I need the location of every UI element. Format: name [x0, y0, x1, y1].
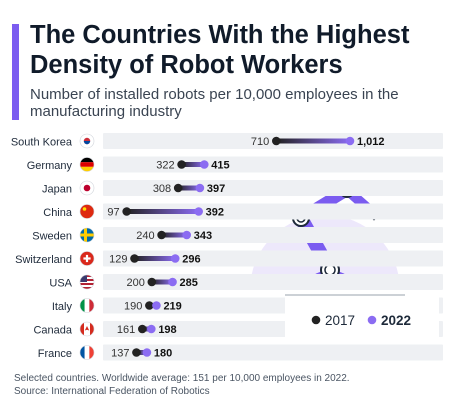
point-2022 — [182, 230, 192, 240]
point-2022 — [142, 348, 152, 357]
value-label-2017: 308 — [153, 183, 171, 195]
value-label-2022: 285 — [180, 277, 198, 289]
category-label: Switzerland — [15, 254, 72, 266]
point-2017 — [132, 348, 141, 357]
chart-row: France 137 180 — [38, 344, 443, 361]
flag-fr-icon — [80, 345, 94, 360]
value-label-2017: 97 — [107, 207, 119, 219]
chart-row: Sweden 240 343 — [32, 227, 443, 243]
value-label-2017: 322 — [156, 160, 174, 172]
category-label: China — [43, 207, 73, 219]
value-label-2022: 219 — [163, 301, 181, 313]
point-2022 — [345, 136, 355, 146]
legend-swatch-2022 — [367, 315, 377, 325]
chart-subtitle: Number of installed robots per 10,000 em… — [30, 86, 399, 120]
row-band — [103, 274, 443, 290]
flag-us-icon — [80, 275, 94, 289]
chart-row: USA 200 285 — [49, 274, 443, 290]
point-2017 — [271, 136, 281, 146]
category-label: Sweden — [32, 231, 72, 243]
chart-row: Italy 190 219 — [52, 297, 443, 314]
flag-ch-icon — [80, 251, 94, 266]
point-2022 — [152, 301, 161, 310]
point-2017 — [122, 207, 131, 216]
category-label: Germany — [27, 160, 73, 172]
legend-label-2017: 2017 — [325, 313, 355, 328]
category-label: South Korea — [11, 137, 73, 149]
legend-label-2022: 2022 — [381, 313, 411, 328]
point-2017 — [177, 160, 186, 169]
category-label: USA — [49, 278, 72, 290]
value-label-2022: 343 — [194, 230, 212, 242]
legend-box — [285, 295, 439, 341]
value-label-2017: 190 — [124, 301, 142, 313]
flag-it-icon — [80, 298, 94, 313]
value-label-2017: 137 — [111, 348, 129, 360]
category-label: Canada — [33, 325, 72, 337]
point-2022 — [194, 207, 203, 216]
dumbbell-chart: South Korea 710 1,012 Germany 322 415 Japan 308… — [11, 133, 443, 361]
footnote-source: Source: International Federation of Robo… — [14, 385, 210, 397]
chart-title: The Countries With the Highest Density o… — [30, 21, 410, 79]
category-label: France — [38, 348, 72, 360]
point-2017 — [147, 277, 157, 287]
chart-row: Switzerland 129 296 — [15, 250, 443, 267]
chart-row: Japan 308 397 — [42, 180, 443, 196]
row-band — [103, 203, 443, 220]
flag-jp-icon — [80, 181, 94, 195]
point-2022 — [170, 254, 180, 263]
flag-cn-icon — [80, 204, 94, 219]
value-label-2022: 198 — [158, 324, 176, 336]
row-band — [103, 344, 443, 361]
title-accent-bar — [12, 24, 19, 120]
flag-ca-icon — [80, 322, 94, 336]
category-label: Italy — [52, 301, 73, 313]
value-label-2017: 200 — [126, 277, 144, 289]
legend: 2017 2022 — [285, 294, 439, 341]
row-band — [103, 250, 443, 267]
legend-swatch-2017 — [311, 315, 321, 325]
value-label-2017: 710 — [251, 136, 269, 148]
point-2017 — [137, 324, 147, 334]
point-2017 — [157, 230, 166, 240]
value-label-2017: 129 — [109, 254, 127, 266]
point-2017 — [173, 183, 183, 193]
value-label-2022: 1,012 — [357, 136, 385, 148]
value-label-2017: 161 — [117, 324, 135, 336]
point-2017 — [145, 301, 154, 310]
chart-row: China 97 392 — [43, 203, 443, 220]
value-label-2022: 180 — [154, 348, 172, 360]
value-label-2017: 240 — [136, 230, 154, 242]
row-band — [103, 156, 443, 173]
footnote: Selected countries. Worldwide average: 1… — [14, 373, 350, 398]
category-label: Japan — [42, 184, 72, 196]
value-label-2022: 296 — [182, 254, 200, 266]
point-2017 — [130, 254, 139, 263]
chart-row: South Korea 710 1,012 — [11, 133, 443, 149]
point-2022 — [168, 277, 177, 287]
point-2022 — [147, 324, 156, 334]
chart-row: Germany 322 415 — [27, 156, 443, 173]
value-label-2022: 392 — [206, 207, 224, 219]
flag-de-icon — [80, 157, 94, 172]
flag-se-icon — [80, 228, 94, 242]
flag-kr-icon — [80, 134, 94, 148]
point-2022 — [195, 183, 205, 193]
value-label-2022: 415 — [211, 160, 229, 172]
row-band — [103, 180, 443, 196]
point-2022 — [199, 160, 209, 169]
value-label-2022: 397 — [207, 183, 225, 195]
footnote-note: Selected countries. Worldwide average: 1… — [14, 373, 350, 384]
